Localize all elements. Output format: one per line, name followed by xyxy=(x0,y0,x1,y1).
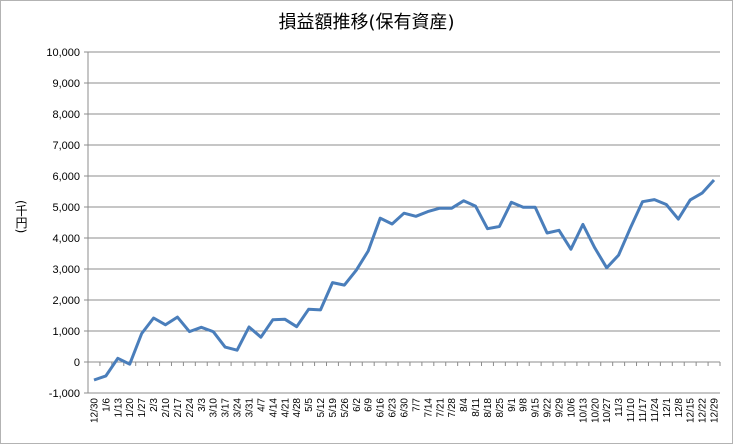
y-axis-ticks: -1,000 0 1,000 2,000 3,000 4,000 5,000 6,000 7,0… xyxy=(46,47,88,400)
y-tick-label: 6,000 xyxy=(52,171,80,183)
y-tick-label: 1,000 xyxy=(52,326,80,338)
x-tick-label: 3/17 xyxy=(221,398,232,418)
x-tick-label: 2/10 xyxy=(161,398,172,418)
x-tick-label: 3/10 xyxy=(209,398,220,418)
x-tick-label: 7/28 xyxy=(447,398,458,418)
x-tick-label: 3/3 xyxy=(197,398,208,412)
x-tick-label: 10/6 xyxy=(566,398,577,418)
x-tick-label: 8/4 xyxy=(459,398,470,412)
x-tick-label: 9/8 xyxy=(519,398,530,412)
x-tick-label: 12/8 xyxy=(674,398,685,418)
x-tick-label: 11/24 xyxy=(650,398,661,423)
x-tick-label: 8/11 xyxy=(471,398,482,417)
x-tick-label: 6/23 xyxy=(388,398,399,418)
y-tick-label: 8,000 xyxy=(52,109,80,121)
x-tick-label: 6/9 xyxy=(364,398,375,412)
x-tick-label: 12/30 xyxy=(89,398,100,423)
x-tick-label: 5/5 xyxy=(304,398,315,412)
x-tick-label: 5/19 xyxy=(328,398,339,418)
x-tick-label: 1/6 xyxy=(101,398,112,412)
gridlines xyxy=(88,51,720,394)
x-tick-label: 12/1 xyxy=(662,398,673,418)
x-tick-label: 1/20 xyxy=(125,398,136,418)
x-tick-label: 7/14 xyxy=(423,398,434,418)
y-tick-label: 10,000 xyxy=(46,47,80,59)
x-tick-label: 2/17 xyxy=(173,398,184,418)
x-tick-label: 9/29 xyxy=(555,398,566,418)
x-tick-label: 9/22 xyxy=(543,398,554,418)
x-tick-label: 1/13 xyxy=(113,398,124,418)
chart-title: 損益額推移(保有資産) xyxy=(278,12,455,33)
y-axis-title: (千円) xyxy=(14,200,28,234)
x-tick-label: 12/22 xyxy=(698,398,709,423)
x-tick-label: 12/15 xyxy=(686,398,697,423)
x-tick-label: 10/20 xyxy=(590,398,601,423)
x-tick-label: 7/21 xyxy=(435,398,446,418)
x-tick-label: 4/14 xyxy=(268,398,279,418)
x-tick-label: 1/27 xyxy=(137,398,148,418)
x-tick-label: 4/7 xyxy=(256,398,267,412)
x-tick-label: 12/29 xyxy=(710,398,721,423)
y-tick-label: 0 xyxy=(74,357,80,369)
x-tick-label: 11/3 xyxy=(614,398,625,417)
x-tick-label: 6/16 xyxy=(376,398,387,418)
y-tick-label: 4,000 xyxy=(52,233,80,245)
y-tick-label: -1,000 xyxy=(49,388,80,400)
x-tick-label: 7/7 xyxy=(411,398,422,412)
x-tick-label: 11/10 xyxy=(626,398,637,423)
x-tick-label: 6/30 xyxy=(400,398,411,418)
y-tick-label: 5,000 xyxy=(52,202,80,214)
y-tick-label: 2,000 xyxy=(52,295,80,307)
y-tick-label: 3,000 xyxy=(52,264,80,276)
x-tick-label: 2/3 xyxy=(149,398,160,412)
x-tick-label: 5/26 xyxy=(340,398,351,418)
x-tick-label: 8/18 xyxy=(483,398,494,418)
x-tick-label: 2/24 xyxy=(185,398,196,418)
x-tick-label: 4/21 xyxy=(280,398,291,418)
x-tick-label: 3/31 xyxy=(244,398,255,418)
y-tick-label: 7,000 xyxy=(52,140,80,152)
x-tick-label: 11/17 xyxy=(638,398,649,423)
x-tick-label: 10/27 xyxy=(602,398,613,423)
x-tick-label: 3/24 xyxy=(233,398,244,418)
x-tick-label: 8/25 xyxy=(495,398,506,418)
x-tick-label: 9/15 xyxy=(531,398,542,418)
x-axis-ticks: 12/30 1/6 1/13 1/20 1/27 2/3 2/10 2/17 2/24 3/3 3/… xyxy=(87,362,721,423)
x-tick-label: 9/1 xyxy=(507,398,518,412)
x-tick-label: 6/2 xyxy=(352,398,363,412)
series-line xyxy=(93,178,716,382)
y-tick-label: 9,000 xyxy=(52,78,80,90)
x-tick-label: 5/12 xyxy=(316,398,327,418)
x-tick-label: 4/28 xyxy=(292,398,303,418)
x-tick-label: 10/13 xyxy=(578,398,589,423)
